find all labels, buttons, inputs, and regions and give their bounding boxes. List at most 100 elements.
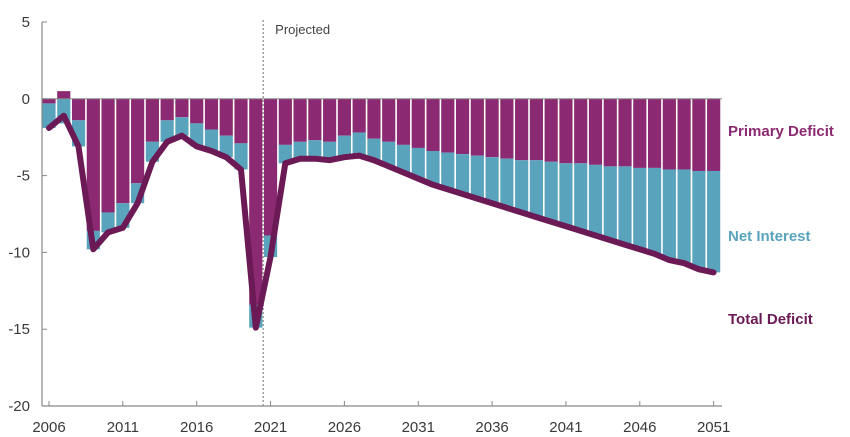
y-tick-label: 0 — [22, 91, 30, 108]
bar-net-interest — [574, 163, 588, 231]
bar-net-interest — [692, 170, 706, 270]
total-deficit-line — [46, 112, 717, 331]
bar-net-interest — [618, 166, 632, 245]
bar-net-interest — [707, 170, 721, 273]
x-tick-label: 2011 — [107, 419, 139, 436]
legend-net-interest: Net Interest — [728, 228, 811, 245]
bar-net-interest — [515, 160, 529, 213]
y-tick-label: -10 — [8, 244, 30, 261]
bar-net-interest — [485, 157, 499, 204]
bar-primary-deficit — [633, 98, 647, 168]
bar-primary-deficit — [42, 98, 56, 104]
bar-primary-deficit — [500, 98, 514, 159]
bars-group — [42, 91, 721, 328]
bar-net-interest — [529, 160, 543, 218]
x-tick-label: 2036 — [475, 419, 508, 436]
x-tick-label: 2016 — [180, 419, 213, 436]
y-tick-label: 5 — [22, 14, 30, 31]
axes-group — [41, 22, 722, 407]
bar-primary-deficit — [160, 98, 174, 121]
x-tick-label: 2026 — [328, 419, 361, 436]
bar-primary-deficit — [293, 98, 307, 142]
y-tick-label: -15 — [8, 321, 30, 338]
bar-net-interest — [278, 144, 292, 164]
legend-primary-deficit: Primary Deficit — [728, 123, 834, 140]
bar-net-interest — [101, 212, 115, 233]
bar-primary-deficit — [308, 98, 322, 141]
bar-primary-deficit — [470, 98, 484, 156]
bar-primary-deficit — [426, 98, 440, 152]
bar-net-interest — [352, 132, 366, 156]
bar-primary-deficit — [145, 98, 159, 142]
y-tick-label: -5 — [17, 168, 30, 185]
x-tick-label: 2006 — [32, 419, 65, 436]
bar-primary-deficit — [692, 98, 706, 171]
bar-primary-deficit — [396, 98, 411, 145]
bar-net-interest — [396, 144, 411, 173]
bar-primary-deficit — [101, 98, 115, 213]
bar-primary-deficit — [574, 98, 588, 164]
bar-primary-deficit — [57, 91, 71, 99]
bar-net-interest — [559, 163, 573, 227]
bar-primary-deficit — [455, 98, 470, 155]
bar-primary-deficit — [190, 98, 204, 124]
bar-primary-deficit — [219, 98, 233, 136]
bar-net-interest — [411, 147, 425, 179]
bar-primary-deficit — [204, 98, 219, 130]
bar-primary-deficit — [707, 98, 721, 171]
bar-net-interest — [219, 135, 233, 158]
bar-primary-deficit — [249, 98, 263, 305]
bar-net-interest — [662, 169, 676, 261]
bar-primary-deficit — [544, 98, 558, 162]
x-axis-ticks: 2006 2011 2016 2021 2026 2031 2036 2041 2046 2051 — [32, 401, 730, 436]
bar-primary-deficit — [116, 98, 130, 204]
x-tick-label: 2041 — [549, 419, 582, 436]
bar-net-interest — [337, 135, 351, 158]
bar-primary-deficit — [367, 98, 381, 139]
bar-primary-deficit — [86, 98, 100, 231]
bar-net-interest — [588, 164, 603, 236]
bar-primary-deficit — [515, 98, 529, 161]
bar-primary-deficit — [677, 98, 691, 170]
bar-primary-deficit — [175, 98, 189, 118]
bar-net-interest — [293, 141, 307, 159]
bar-net-interest — [603, 166, 617, 241]
bar-net-interest — [500, 158, 514, 208]
bar-primary-deficit — [603, 98, 617, 167]
y-axis-ticks: 5 0 -5 -10 -15 -20 — [8, 14, 47, 415]
y-tick-label: -20 — [8, 398, 30, 415]
bar-net-interest — [455, 154, 470, 195]
bar-primary-deficit — [337, 98, 351, 136]
bar-primary-deficit — [352, 98, 366, 133]
bar-primary-deficit — [234, 98, 248, 144]
bar-net-interest — [204, 129, 219, 152]
bar-net-interest — [633, 167, 647, 250]
bar-primary-deficit — [588, 98, 603, 165]
bar-net-interest — [382, 141, 396, 167]
bar-net-interest — [175, 117, 189, 136]
bar-net-interest — [544, 161, 558, 222]
bar-primary-deficit — [71, 98, 86, 121]
bar-net-interest — [647, 167, 662, 254]
bar-net-interest — [160, 120, 174, 142]
bar-net-interest — [441, 152, 455, 190]
bar-primary-deficit — [382, 98, 396, 142]
bar-primary-deficit — [559, 98, 573, 164]
projected-label: Projected — [275, 22, 330, 37]
bar-net-interest — [470, 155, 484, 199]
bar-net-interest — [677, 169, 691, 264]
bar-primary-deficit — [278, 98, 292, 145]
bar-primary-deficit — [263, 98, 278, 236]
x-tick-label: 2031 — [402, 419, 435, 436]
bar-primary-deficit — [529, 98, 543, 161]
bar-primary-deficit — [647, 98, 662, 168]
bar-net-interest — [308, 140, 322, 159]
bar-net-interest — [367, 138, 381, 161]
bar-primary-deficit — [323, 98, 337, 142]
x-tick-label: 2021 — [254, 419, 287, 436]
bar-net-interest — [426, 151, 440, 185]
bar-primary-deficit — [485, 98, 499, 158]
bar-primary-deficit — [131, 98, 145, 184]
bar-primary-deficit — [662, 98, 676, 170]
